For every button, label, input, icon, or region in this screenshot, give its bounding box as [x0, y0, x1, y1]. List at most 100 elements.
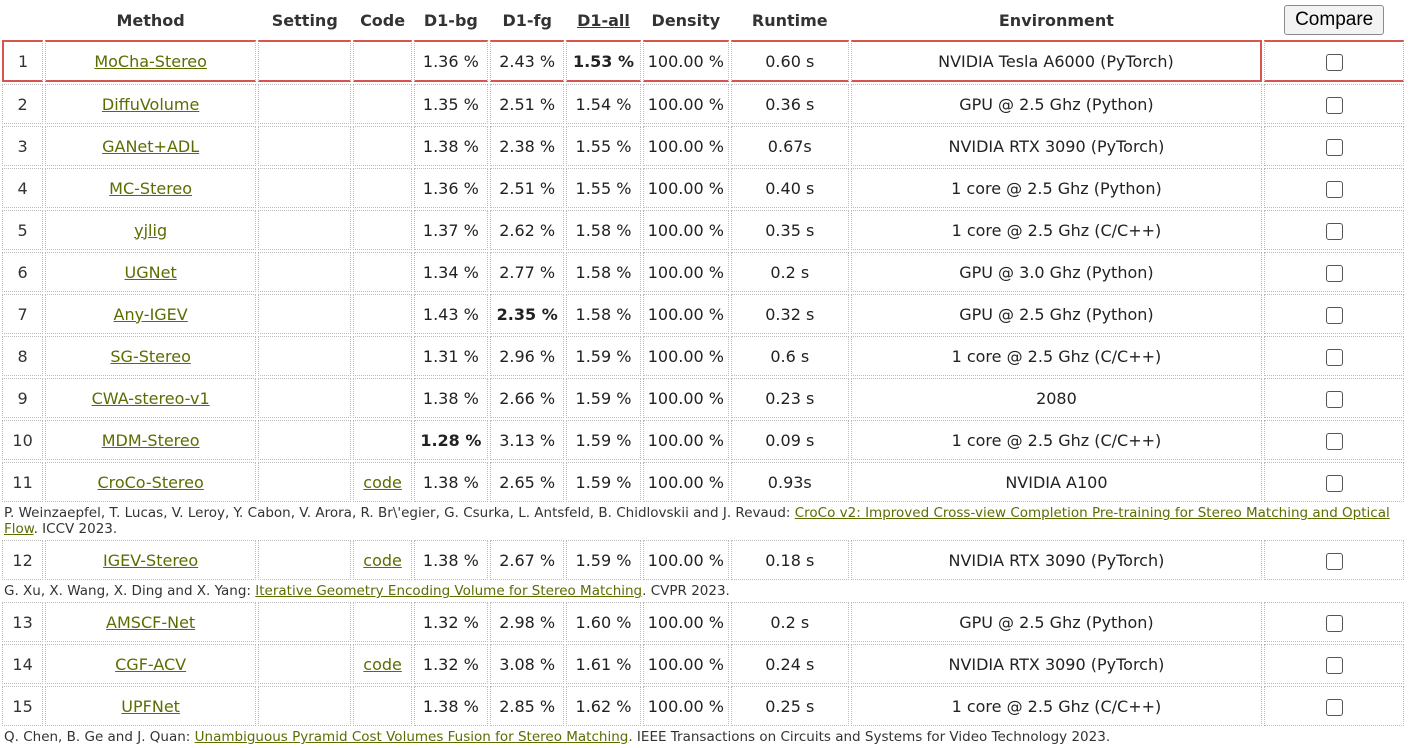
compare-checkbox[interactable]: [1325, 138, 1343, 156]
runtime-cell: 0.6 s: [731, 336, 849, 376]
density-value: 100.00 %: [647, 472, 724, 492]
code-cell: [353, 294, 412, 334]
environment-cell: 1 core @ 2.5 Ghz (C/C++): [850, 336, 1263, 376]
d1fg-value: 2.96 %: [499, 346, 556, 366]
runtime-value: 0.23 s: [765, 388, 815, 408]
code-link[interactable]: code: [363, 654, 402, 674]
rank-number: 11: [12, 472, 33, 492]
density-cell: 100.00 %: [642, 540, 730, 580]
d1all-value: 1.58 %: [575, 220, 632, 240]
method-link[interactable]: IGEV-Stereo: [103, 550, 199, 570]
code-header[interactable]: Code: [360, 10, 406, 30]
environment-cell: 1 core @ 2.5 Ghz (C/C++): [850, 420, 1263, 460]
d1bg-cell: 1.28 %: [413, 420, 489, 460]
d1all-cell: 1.59 %: [566, 462, 641, 502]
citation-paper-link[interactable]: Iterative Geometry Encoding Volume for S…: [255, 583, 643, 599]
method-link[interactable]: CroCo-Stereo: [97, 472, 204, 492]
rank-cell: 8: [2, 336, 44, 376]
rank-number: 6: [17, 262, 28, 282]
compare-checkbox[interactable]: [1325, 656, 1343, 674]
d1fg-cell: 3.13 %: [490, 420, 565, 460]
citation-paper-link[interactable]: Unambiguous Pyramid Cost Volumes Fusion …: [194, 729, 629, 745]
d1fg-cell: 2.65 %: [490, 462, 565, 502]
d1all-header[interactable]: D1-all: [577, 10, 630, 30]
d1fg-cell: 2.66 %: [490, 378, 565, 418]
code-cell: code: [353, 644, 412, 684]
rank-number: 9: [17, 388, 28, 408]
environment-cell: NVIDIA A100: [850, 462, 1263, 502]
compare-checkbox[interactable]: [1325, 614, 1343, 632]
compare-checkbox[interactable]: [1325, 698, 1343, 716]
method-link[interactable]: yjlig: [134, 220, 168, 240]
environment-cell: NVIDIA Tesla A6000 (PyTorch): [850, 40, 1263, 82]
d1fg-cell: 2.43 %: [490, 40, 565, 82]
setting-header[interactable]: Setting: [271, 10, 338, 30]
runtime-value: 0.93s: [767, 472, 812, 492]
d1all-cell: 1.53 %: [566, 40, 641, 82]
method-link[interactable]: DiffuVolume: [101, 94, 200, 114]
setting-cell: [258, 294, 352, 334]
compare-checkbox[interactable]: [1325, 264, 1343, 282]
d1all-cell: 1.60 %: [566, 602, 641, 642]
citation-paper-link[interactable]: CroCo v2: Improved Cross-view Completion…: [4, 505, 1390, 537]
density-cell: 100.00 %: [642, 126, 730, 166]
method-link[interactable]: CGF-ACV: [115, 654, 187, 674]
d1all-value: 1.60 %: [575, 612, 632, 632]
compare-checkbox[interactable]: [1325, 552, 1343, 570]
compare-checkbox[interactable]: [1325, 96, 1343, 114]
environment-cell: 1 core @ 2.5 Ghz (Python): [850, 168, 1263, 208]
method-link[interactable]: MoCha-Stereo: [94, 51, 207, 71]
method-link[interactable]: UPFNet: [121, 696, 180, 716]
environment-cell: GPU @ 3.0 Ghz (Python): [850, 252, 1263, 292]
setting-cell: [258, 462, 352, 502]
compare-checkbox[interactable]: [1325, 432, 1343, 450]
table-row: 14 CGF-ACV code 1.32 % 3.08 % 1.61 % 100.00 % 0…: [2, 644, 1404, 684]
citation-text: Q. Chen, B. Ge and J. Quan: Unambiguous …: [2, 728, 1404, 746]
d1fg-cell: 2.96 %: [490, 336, 565, 376]
d1bg-header[interactable]: D1-bg: [423, 10, 478, 30]
compare-checkbox[interactable]: [1325, 474, 1343, 492]
method-link[interactable]: Any-IGEV: [113, 304, 188, 324]
density-value: 100.00 %: [647, 178, 724, 198]
environment-value: 1 core @ 2.5 Ghz (Python): [951, 178, 1162, 198]
method-header[interactable]: Method: [116, 10, 185, 30]
method-link[interactable]: GANet+ADL: [102, 136, 200, 156]
compare-checkbox[interactable]: [1325, 348, 1343, 366]
runtime-header[interactable]: Runtime: [751, 10, 828, 30]
environment-value: NVIDIA Tesla A6000 (PyTorch): [938, 51, 1174, 71]
method-cell: SG-Stereo: [45, 336, 257, 376]
environment-header[interactable]: Environment: [998, 10, 1114, 30]
code-link[interactable]: code: [363, 472, 402, 492]
d1all-cell: 1.54 %: [566, 84, 641, 124]
citation-authors: G. Xu, X. Wang, X. Ding and X. Yang:: [4, 583, 256, 599]
method-link[interactable]: UGNet: [124, 262, 177, 282]
method-link[interactable]: CWA-stereo-v1: [91, 388, 210, 408]
compare-cell: [1264, 686, 1404, 726]
d1fg-header[interactable]: D1-fg: [502, 10, 552, 30]
code-cell: [353, 210, 412, 250]
compare-button[interactable]: Compare: [1284, 5, 1385, 35]
compare-checkbox[interactable]: [1325, 222, 1343, 240]
d1all-cell: 1.58 %: [566, 294, 641, 334]
runtime-value: 0.09 s: [765, 430, 815, 450]
method-link[interactable]: SG-Stereo: [110, 346, 191, 366]
density-header[interactable]: Density: [651, 10, 721, 30]
d1all-cell: 1.59 %: [566, 420, 641, 460]
table-row: 9 CWA-stereo-v1 1.38 % 2.66 % 1.59 % 100.00 %…: [2, 378, 1404, 418]
density-value: 100.00 %: [647, 550, 724, 570]
method-link[interactable]: MDM-Stereo: [101, 430, 200, 450]
compare-checkbox[interactable]: [1325, 390, 1343, 408]
d1all-cell: 1.58 %: [566, 252, 641, 292]
compare-checkbox[interactable]: [1325, 306, 1343, 324]
method-cell: MoCha-Stereo: [45, 40, 257, 82]
code-link[interactable]: code: [363, 550, 402, 570]
compare-checkbox[interactable]: [1325, 53, 1343, 71]
d1bg-value: 1.37 %: [422, 220, 479, 240]
density-value: 100.00 %: [647, 304, 724, 324]
method-link[interactable]: AMSCF-Net: [106, 612, 196, 632]
code-cell: code: [353, 462, 412, 502]
runtime-cell: 0.23 s: [731, 378, 849, 418]
method-link[interactable]: MC-Stereo: [109, 178, 193, 198]
compare-checkbox[interactable]: [1325, 180, 1343, 198]
code-cell: [353, 252, 412, 292]
